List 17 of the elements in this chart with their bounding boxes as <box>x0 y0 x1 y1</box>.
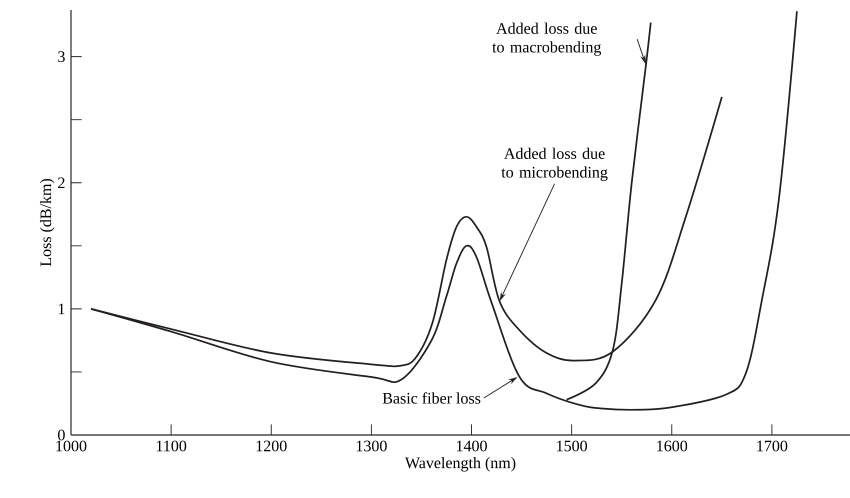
annotation: Basic fiber loss <box>382 392 480 404</box>
y-tick-label: 1 <box>58 304 64 314</box>
y-tick-label: 3 <box>58 51 65 62</box>
x-tick-label: 1200 <box>256 440 287 452</box>
y-tick-label: 2 <box>58 177 65 188</box>
y-axis-title: Loss (dB/km) <box>40 178 54 266</box>
x-axis-title: Wavelength (nm) <box>404 456 516 472</box>
x-tick-label: 1500 <box>557 440 588 452</box>
x-tick-label: 1400 <box>456 440 487 452</box>
x-tick-label: 1600 <box>657 440 688 452</box>
y-tick-label: 0 <box>58 430 65 440</box>
annotation: Added loss due to macrobending <box>492 22 602 56</box>
x-tick-label: 1700 <box>757 440 788 452</box>
x-tick-label: 1100 <box>156 440 186 452</box>
x-tick-label: 1000 <box>56 440 86 452</box>
annotation: Added loss due to microbending <box>501 148 608 181</box>
x-tick-label: 1300 <box>356 440 387 452</box>
